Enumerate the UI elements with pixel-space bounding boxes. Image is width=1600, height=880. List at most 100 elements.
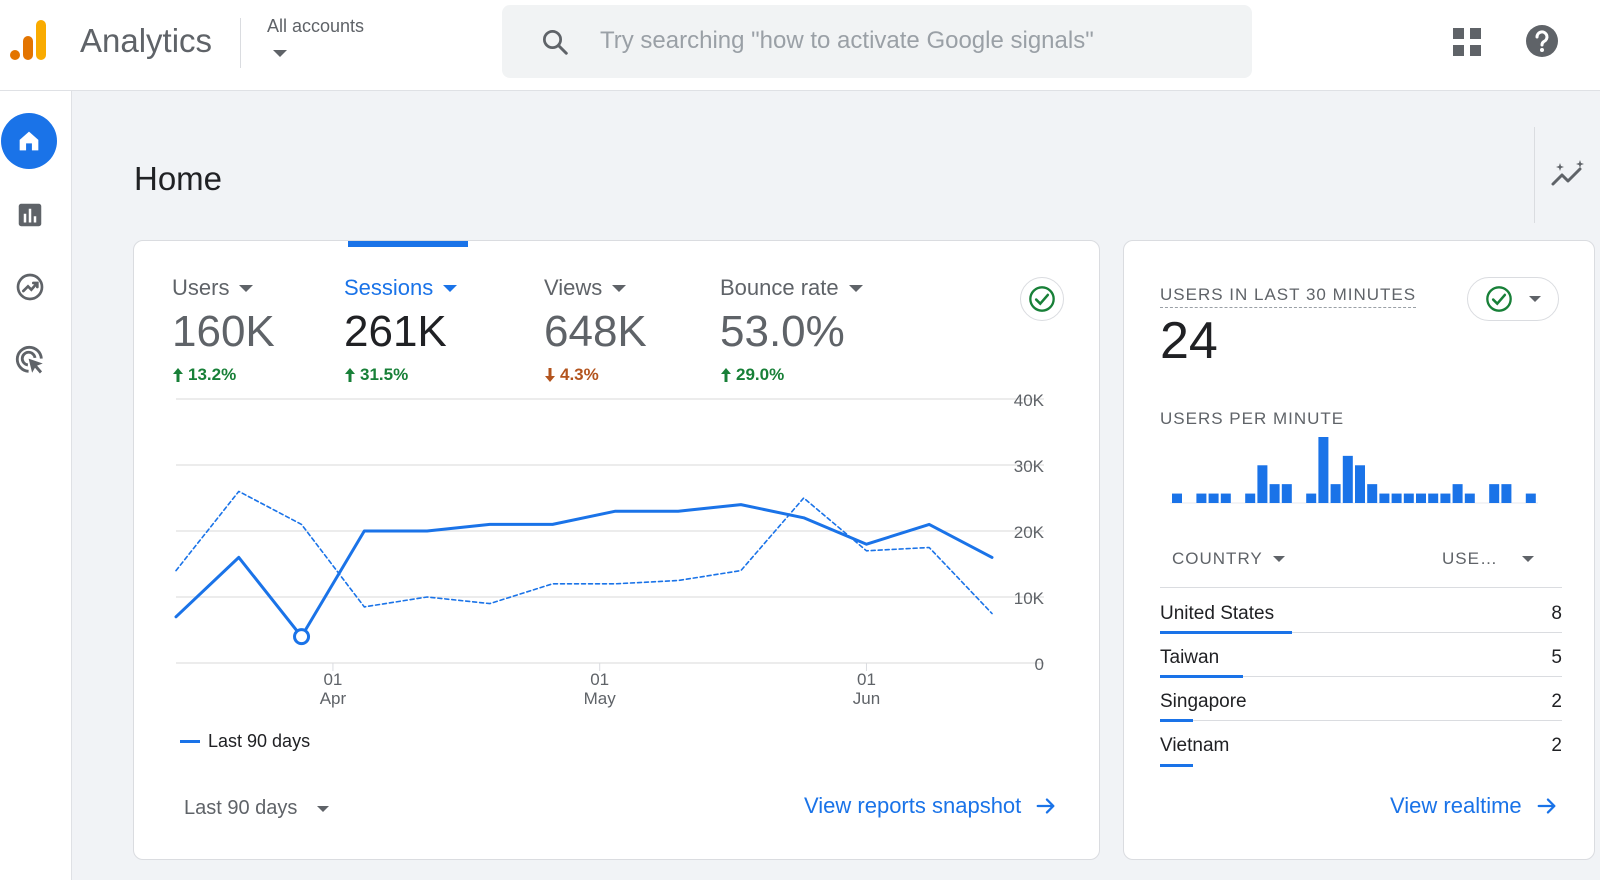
chart-legend: Last 90 days xyxy=(180,731,310,752)
search-input[interactable] xyxy=(600,23,1220,59)
country-name: Taiwan xyxy=(1160,647,1220,668)
nav-advertising[interactable] xyxy=(0,332,60,388)
arrow-right-icon xyxy=(1036,798,1055,814)
arrow-up-icon xyxy=(345,368,355,382)
nav-explore[interactable] xyxy=(0,259,60,315)
metric-change: 31.5% xyxy=(344,365,457,385)
minute-bar xyxy=(1342,455,1353,503)
minute-bar xyxy=(1428,493,1439,503)
country-column-label: COUNTRY xyxy=(1172,549,1263,568)
minute-bar xyxy=(1403,493,1414,503)
home-icon xyxy=(19,131,39,151)
nav-reports[interactable] xyxy=(0,187,60,243)
metric-change-value: 29.0% xyxy=(736,365,785,384)
users-column-label: USE… xyxy=(1442,549,1498,568)
country-share-bar xyxy=(1160,719,1193,722)
chevron-down-icon xyxy=(1529,296,1541,302)
arrow-down-icon xyxy=(545,368,555,382)
realtime-quality-dropdown[interactable] xyxy=(1467,277,1559,321)
chevron-down-icon xyxy=(1521,556,1534,562)
chevron-down-icon xyxy=(612,285,627,293)
x-tick-label-day: 01 xyxy=(323,670,342,689)
table-header-divider xyxy=(1160,587,1562,588)
realtime-title: USERS IN LAST 30 MINUTES xyxy=(1160,285,1417,308)
account-selector-label: All accounts xyxy=(267,16,365,36)
analytics-logo[interactable] xyxy=(8,16,52,64)
comparison-series-line xyxy=(175,490,993,615)
search-icon xyxy=(543,30,568,55)
country-share-bar xyxy=(1160,764,1193,767)
overview-card: Users 160K 13.2% Sessions 261K 31.5% Vie… xyxy=(133,240,1100,860)
app-title: Analytics xyxy=(80,22,213,59)
table-row[interactable]: Taiwan 5 xyxy=(1160,633,1562,678)
metric-views[interactable]: Views 648K 4.3% xyxy=(544,275,647,385)
nav-home[interactable] xyxy=(1,113,57,169)
minute-bar xyxy=(1208,493,1219,503)
country-share-bar xyxy=(1160,631,1292,634)
minute-bar xyxy=(1257,465,1268,503)
country-column-header[interactable]: COUNTRY xyxy=(1172,549,1285,569)
table-row[interactable]: Singapore 2 xyxy=(1160,677,1562,722)
legend-label: Last 90 days xyxy=(208,731,311,751)
minute-bar xyxy=(1440,493,1451,503)
metric-change-value: 13.2% xyxy=(188,365,237,384)
metric-value: 53.0% xyxy=(720,307,845,356)
table-row[interactable]: United States 8 xyxy=(1160,589,1562,634)
country-name: United States xyxy=(1160,603,1275,624)
x-tick-label-day: 01 xyxy=(857,670,876,689)
y-tick-label: 40K xyxy=(1014,391,1045,410)
users-column-header[interactable]: USE… xyxy=(1442,549,1534,569)
insights-sparkle-icon[interactable] xyxy=(1550,158,1588,190)
table-row[interactable]: Vietnam 2 xyxy=(1160,721,1562,767)
metric-value: 160K xyxy=(172,307,275,356)
view-reports-snapshot-link[interactable]: View reports snapshot xyxy=(804,793,1057,819)
date-range-selector[interactable]: Last 90 days xyxy=(184,797,330,820)
minute-bar xyxy=(1245,493,1256,503)
minute-bar xyxy=(1269,484,1280,503)
arrow-right-icon xyxy=(1537,798,1556,814)
country-name: Vietnam xyxy=(1160,735,1230,756)
help-icon[interactable] xyxy=(1525,24,1559,58)
metric-bounce-rate[interactable]: Bounce rate 53.0% 29.0% xyxy=(720,275,863,385)
users-per-minute-chart xyxy=(1170,437,1538,504)
minute-bar xyxy=(1220,493,1231,503)
minute-bar xyxy=(1281,484,1292,503)
active-metric-indicator xyxy=(348,241,468,247)
highlighted-point xyxy=(293,628,311,646)
minute-bar xyxy=(1489,484,1500,503)
data-quality-button[interactable] xyxy=(1020,277,1064,321)
realtime-user-count: 24 xyxy=(1160,312,1218,370)
minute-bar xyxy=(1464,493,1475,503)
minute-bar xyxy=(1379,493,1390,503)
account-selector[interactable]: All accounts xyxy=(267,16,365,57)
top-app-bar: Analytics All accounts xyxy=(0,0,1600,91)
minute-bar xyxy=(1172,493,1182,503)
y-tick-label: 30K xyxy=(1014,457,1045,476)
apps-grid-icon[interactable] xyxy=(1452,27,1482,57)
users-per-minute-label: USERS PER MINUTE xyxy=(1160,409,1345,428)
view-realtime-link[interactable]: View realtime xyxy=(1390,793,1558,819)
insights-divider xyxy=(1534,127,1535,223)
minute-bar xyxy=(1525,493,1536,503)
date-range-label: Last 90 days xyxy=(184,797,298,819)
series-line xyxy=(174,503,994,639)
minute-bar xyxy=(1391,493,1402,503)
country-name: Singapore xyxy=(1160,691,1247,712)
header-divider xyxy=(240,18,241,68)
minute-bar xyxy=(1196,493,1207,503)
metric-sessions[interactable]: Sessions 261K 31.5% xyxy=(344,275,458,385)
search-bar[interactable] xyxy=(502,5,1252,78)
minute-bar xyxy=(1330,484,1341,503)
metric-change: 29.0% xyxy=(720,365,863,385)
arrow-up-icon xyxy=(173,368,183,382)
country-user-count: 2 xyxy=(1551,735,1562,756)
target-cursor-icon xyxy=(15,345,43,374)
realtime-card: USERS IN LAST 30 MINUTES 24 USERS PER MI… xyxy=(1123,240,1595,860)
left-nav xyxy=(0,91,72,880)
check-circle-icon xyxy=(1029,286,1055,312)
minute-bar xyxy=(1318,437,1329,503)
metric-change: 4.3% xyxy=(544,365,647,385)
metric-users[interactable]: Users 160K 13.2% xyxy=(172,275,275,385)
bar-chart-icon xyxy=(18,203,42,227)
chevron-down-icon xyxy=(443,285,458,293)
